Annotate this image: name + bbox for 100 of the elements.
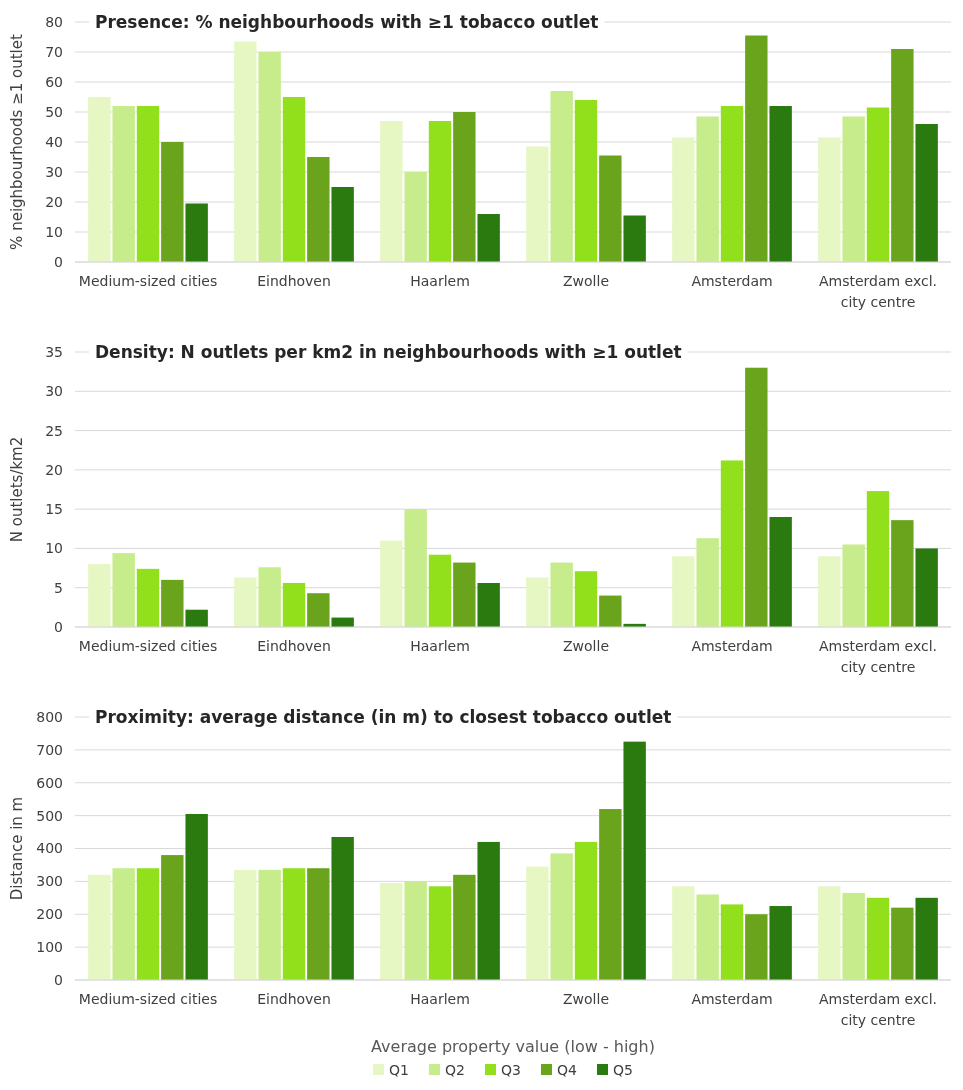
y-tick-label: 80 [45, 13, 63, 30]
bar [185, 813, 208, 980]
bar [574, 571, 598, 627]
bar [915, 897, 938, 980]
bar [88, 874, 111, 980]
x-tick-label: Zwolle [563, 990, 609, 1007]
bar [842, 892, 865, 980]
bar [818, 556, 841, 627]
bar [769, 517, 792, 627]
x-tick-label: Zwolle [563, 637, 609, 654]
legend-label: Q2 [445, 1061, 465, 1078]
bar [550, 853, 573, 980]
x-tick-label: Haarlem [410, 637, 470, 654]
x-tick-label: Amsterdam excl. city centre [818, 272, 938, 310]
y-axis-title: Distance in m [8, 796, 26, 901]
bar [234, 41, 257, 262]
bar [623, 741, 646, 980]
bar [428, 554, 452, 627]
y-tick-label: 30 [45, 163, 63, 180]
y-tick-label: 40 [45, 133, 63, 150]
bar [526, 577, 549, 627]
y-tick-label: 400 [36, 840, 63, 857]
bar [88, 97, 111, 262]
bar [842, 116, 865, 262]
bar [818, 137, 841, 262]
bar [550, 91, 573, 262]
bar [769, 906, 792, 980]
bar [672, 886, 695, 980]
x-tick-label: Eindhoven [257, 272, 331, 289]
bar [136, 106, 160, 262]
bar [477, 583, 500, 627]
chart-title: Presence: % neighbourhoods with ≥1 tobacco outlet [95, 11, 599, 32]
bar [526, 146, 549, 262]
bar [574, 841, 598, 980]
y-tick-label: 5 [54, 579, 63, 596]
y-tick-label: 35 [45, 343, 63, 360]
y-tick-label: 50 [45, 103, 63, 120]
bar [842, 544, 865, 627]
x-tick-label: Medium-sized cities [78, 637, 218, 654]
bar [331, 836, 354, 980]
bar [672, 137, 695, 262]
bar [453, 562, 476, 627]
bar [866, 491, 890, 627]
bar [891, 49, 914, 262]
bar [915, 548, 938, 627]
bar [428, 121, 452, 262]
y-tick-label: 0 [54, 618, 63, 635]
bar [380, 121, 403, 262]
y-tick-label: 800 [36, 708, 63, 725]
bar [380, 883, 403, 980]
bar [234, 869, 257, 980]
y-axis-title: % neighbourhoods ≥1 outlet [8, 34, 26, 250]
x-tick-label: Amsterdam [691, 272, 773, 289]
legend-label: Q4 [557, 1061, 578, 1078]
bar [477, 214, 500, 262]
bar [696, 894, 719, 980]
y-tick-label: 15 [45, 501, 63, 518]
bar [161, 142, 184, 262]
bar [574, 100, 598, 262]
bar [185, 609, 208, 627]
bar [380, 540, 403, 627]
x-tick-label: Eindhoven [257, 990, 331, 1007]
bar [307, 868, 330, 980]
x-tick-label: Zwolle [563, 272, 609, 289]
y-tick-label: 30 [45, 383, 63, 400]
y-tick-label: 500 [36, 807, 63, 824]
x-tick-label: Eindhoven [257, 637, 331, 654]
bar [282, 97, 306, 262]
y-tick-label: 100 [36, 939, 63, 956]
y-tick-label: 10 [45, 223, 63, 240]
x-tick-label: Haarlem [410, 990, 470, 1007]
bar [720, 106, 744, 262]
bar [477, 841, 500, 980]
y-tick-label: 0 [54, 253, 63, 270]
bar [891, 907, 914, 980]
bar [185, 203, 208, 262]
bar [745, 367, 768, 627]
bar [623, 215, 646, 262]
x-tick-label: Amsterdam [691, 637, 773, 654]
y-tick-label: 60 [45, 73, 63, 90]
bar [672, 556, 695, 627]
bar [599, 809, 622, 980]
y-tick-label: 20 [45, 461, 63, 478]
x-tick-label: Haarlem [410, 272, 470, 289]
bar [891, 520, 914, 627]
bar [404, 881, 427, 980]
y-tick-label: 25 [45, 422, 63, 439]
y-tick-label: 70 [45, 43, 63, 60]
x-tick-label: Medium-sized cities [78, 990, 218, 1007]
bar [526, 866, 549, 980]
bar [258, 567, 281, 627]
bar [599, 155, 622, 262]
legend-label: Q3 [501, 1061, 521, 1078]
bar [88, 564, 111, 627]
chart-title: Proximity: average distance (in m) to closest tobacco outlet [95, 706, 672, 727]
bar [307, 157, 330, 262]
y-tick-label: 10 [45, 540, 63, 557]
bar [769, 106, 792, 262]
y-tick-label: 0 [54, 971, 63, 988]
bar [404, 509, 427, 627]
